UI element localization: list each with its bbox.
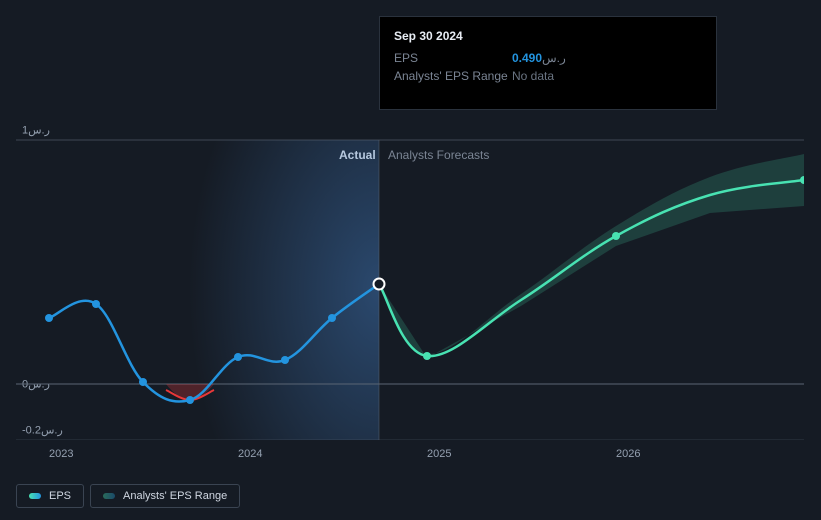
legend-item-analysts-range[interactable]: Analysts' EPS Range (90, 484, 240, 508)
hover-tooltip: Sep 30 2024 EPS 0.490ر.س Analysts' EPS R… (379, 16, 717, 110)
legend-label: EPS (49, 490, 71, 502)
tooltip-label: Analysts' EPS Range (394, 67, 512, 85)
legend-swatch (103, 493, 115, 499)
tooltip-row-range: Analysts' EPS Range No data (394, 67, 702, 85)
legend-item-eps[interactable]: EPS (16, 484, 84, 508)
legend-label: Analysts' EPS Range (123, 490, 227, 502)
x-tick-label: 2023 (49, 448, 73, 460)
x-tick-label: 2025 (427, 448, 451, 460)
tooltip-value-eps: 0.490ر.س (512, 49, 566, 67)
legend-swatch (29, 493, 41, 499)
tooltip-date: Sep 30 2024 (394, 27, 702, 45)
tooltip-value-nodata: No data (512, 67, 554, 85)
tooltip-eps-currency: ر.س (542, 51, 566, 65)
x-tick-label: 2026 (616, 448, 640, 460)
tooltip-label: EPS (394, 49, 512, 67)
x-tick-label: 2024 (238, 448, 262, 460)
tooltip-row-eps: EPS 0.490ر.س (394, 49, 702, 67)
chart[interactable] (16, 120, 804, 440)
legend: EPS Analysts' EPS Range (16, 484, 240, 508)
chart-svg (16, 120, 804, 440)
tooltip-eps-number: 0.490 (512, 51, 542, 65)
